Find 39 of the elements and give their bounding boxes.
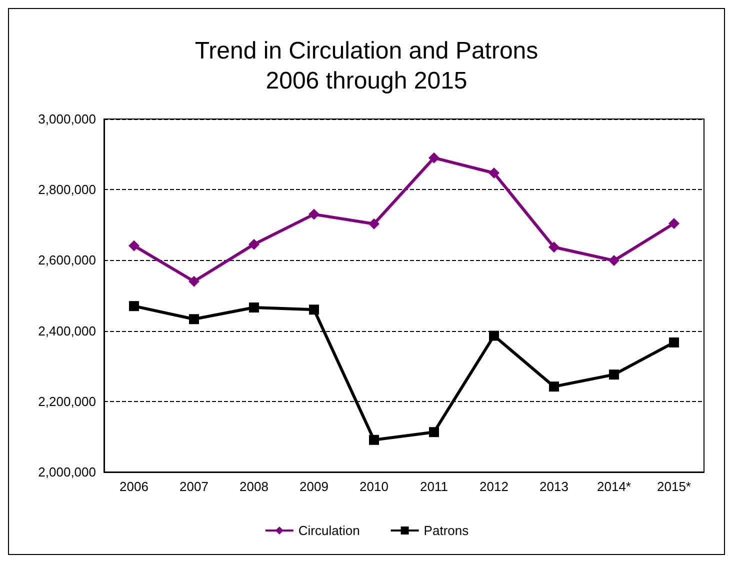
point bbox=[368, 218, 380, 230]
y-tick-label: 3,000,000 bbox=[38, 112, 96, 126]
legend-label: Circulation bbox=[298, 523, 360, 538]
point bbox=[309, 304, 319, 315]
point bbox=[488, 168, 500, 179]
point bbox=[129, 301, 139, 312]
x-tick-label: 2014* bbox=[597, 479, 631, 494]
point bbox=[249, 302, 259, 312]
point bbox=[608, 255, 620, 266]
point bbox=[308, 208, 320, 220]
point bbox=[549, 382, 559, 392]
x-tick-label: 2006 bbox=[120, 479, 148, 494]
x-tick-label: 2015* bbox=[657, 479, 691, 494]
point bbox=[369, 434, 379, 445]
y-tick-label: 2,200,000 bbox=[38, 394, 96, 409]
point bbox=[248, 238, 260, 250]
point bbox=[128, 240, 140, 252]
x-tick-label: 2010 bbox=[360, 479, 388, 494]
x-tick-label: 2013 bbox=[540, 479, 568, 494]
x-tick-label: 2012 bbox=[480, 479, 508, 494]
point bbox=[609, 370, 619, 380]
y-tick-label: 2,600,000 bbox=[38, 252, 96, 268]
point bbox=[668, 218, 680, 229]
point bbox=[429, 427, 439, 438]
x-tick-label: 2011 bbox=[420, 479, 448, 494]
point bbox=[428, 152, 440, 164]
x-tick-label: 2007 bbox=[180, 479, 208, 494]
point bbox=[188, 276, 200, 287]
point bbox=[548, 242, 560, 253]
y-tick-label: 2,800,000 bbox=[38, 182, 96, 198]
y-tick-label: 2,000,000 bbox=[38, 464, 96, 480]
point bbox=[489, 330, 499, 341]
legend-label: Patrons bbox=[424, 523, 470, 538]
chart-title: Trend in Circulation and Patrons 2006 through 2015 bbox=[194, 38, 538, 94]
point bbox=[669, 337, 679, 348]
x-tick-label: 2008 bbox=[240, 479, 268, 494]
x-tick-label: 2009 bbox=[300, 479, 328, 494]
point bbox=[189, 314, 199, 324]
y-tick-label: 2,400,000 bbox=[38, 323, 96, 338]
